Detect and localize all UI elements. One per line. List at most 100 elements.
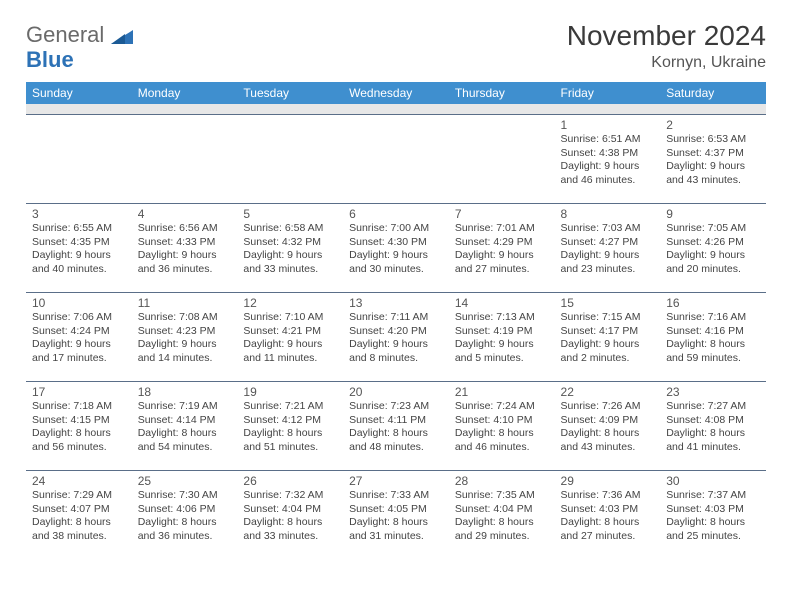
blank-row	[26, 104, 766, 115]
sunset-line: Sunset: 4:04 PM	[455, 503, 549, 517]
day-number: 3	[32, 207, 126, 221]
daylight-line: Daylight: 9 hours	[243, 249, 337, 263]
day-number: 16	[666, 296, 760, 310]
sunrise-line: Sunrise: 6:58 AM	[243, 222, 337, 236]
day-cell: 25Sunrise: 7:30 AMSunset: 4:06 PMDayligh…	[132, 471, 238, 560]
daylight-line: and 38 minutes.	[32, 530, 126, 544]
daylight-line: and 41 minutes.	[666, 441, 760, 455]
sunset-line: Sunset: 4:11 PM	[349, 414, 443, 428]
sunrise-line: Sunrise: 7:26 AM	[561, 400, 655, 414]
daylight-line: Daylight: 8 hours	[138, 516, 232, 530]
daylight-line: Daylight: 9 hours	[455, 249, 549, 263]
day-cell	[237, 115, 343, 204]
sunset-line: Sunset: 4:17 PM	[561, 325, 655, 339]
sunrise-line: Sunrise: 7:13 AM	[455, 311, 549, 325]
day-number: 13	[349, 296, 443, 310]
day-cell: 17Sunrise: 7:18 AMSunset: 4:15 PMDayligh…	[26, 382, 132, 471]
daylight-line: and 46 minutes.	[561, 174, 655, 188]
sunrise-line: Sunrise: 7:18 AM	[32, 400, 126, 414]
day-number: 30	[666, 474, 760, 488]
day-number: 18	[138, 385, 232, 399]
day-number: 5	[243, 207, 337, 221]
daylight-line: Daylight: 9 hours	[349, 249, 443, 263]
sunset-line: Sunset: 4:10 PM	[455, 414, 549, 428]
sunset-line: Sunset: 4:30 PM	[349, 236, 443, 250]
day-cell: 18Sunrise: 7:19 AMSunset: 4:14 PMDayligh…	[132, 382, 238, 471]
day-number: 22	[561, 385, 655, 399]
sunset-line: Sunset: 4:05 PM	[349, 503, 443, 517]
sunrise-line: Sunrise: 7:06 AM	[32, 311, 126, 325]
sunset-line: Sunset: 4:35 PM	[32, 236, 126, 250]
daylight-line: and 51 minutes.	[243, 441, 337, 455]
sunset-line: Sunset: 4:07 PM	[32, 503, 126, 517]
day-cell: 2Sunrise: 6:53 AMSunset: 4:37 PMDaylight…	[660, 115, 766, 204]
header-row: General Blue November 2024 Kornyn, Ukrai…	[26, 20, 766, 72]
sunrise-line: Sunrise: 7:30 AM	[138, 489, 232, 503]
daylight-line: Daylight: 8 hours	[32, 516, 126, 530]
daylight-line: Daylight: 9 hours	[561, 338, 655, 352]
day-cell: 11Sunrise: 7:08 AMSunset: 4:23 PMDayligh…	[132, 293, 238, 382]
sunrise-line: Sunrise: 7:37 AM	[666, 489, 760, 503]
sunset-line: Sunset: 4:15 PM	[32, 414, 126, 428]
sunset-line: Sunset: 4:14 PM	[138, 414, 232, 428]
sunrise-line: Sunrise: 7:23 AM	[349, 400, 443, 414]
daylight-line: Daylight: 8 hours	[455, 516, 549, 530]
daylight-line: and 30 minutes.	[349, 263, 443, 277]
title-block: November 2024 Kornyn, Ukraine	[567, 20, 766, 72]
day-cell: 10Sunrise: 7:06 AMSunset: 4:24 PMDayligh…	[26, 293, 132, 382]
sunset-line: Sunset: 4:24 PM	[32, 325, 126, 339]
day-cell: 28Sunrise: 7:35 AMSunset: 4:04 PMDayligh…	[449, 471, 555, 560]
daylight-line: Daylight: 8 hours	[666, 338, 760, 352]
sunset-line: Sunset: 4:21 PM	[243, 325, 337, 339]
daylight-line: and 23 minutes.	[561, 263, 655, 277]
day-cell: 6Sunrise: 7:00 AMSunset: 4:30 PMDaylight…	[343, 204, 449, 293]
sunset-line: Sunset: 4:04 PM	[243, 503, 337, 517]
day-cell	[132, 115, 238, 204]
daylight-line: and 33 minutes.	[243, 263, 337, 277]
daylight-line: and 36 minutes.	[138, 263, 232, 277]
sunrise-line: Sunrise: 7:00 AM	[349, 222, 443, 236]
daylight-line: and 43 minutes.	[561, 441, 655, 455]
day-number: 14	[455, 296, 549, 310]
day-cell	[26, 115, 132, 204]
day-number: 20	[349, 385, 443, 399]
daylight-line: and 5 minutes.	[455, 352, 549, 366]
daylight-line: and 59 minutes.	[666, 352, 760, 366]
col-sun: Sunday	[26, 82, 132, 104]
sunset-line: Sunset: 4:06 PM	[138, 503, 232, 517]
daylight-line: Daylight: 8 hours	[243, 427, 337, 441]
day-cell: 9Sunrise: 7:05 AMSunset: 4:26 PMDaylight…	[660, 204, 766, 293]
daylight-line: and 40 minutes.	[32, 263, 126, 277]
day-number: 21	[455, 385, 549, 399]
sunrise-line: Sunrise: 7:03 AM	[561, 222, 655, 236]
col-fri: Friday	[555, 82, 661, 104]
daylight-line: Daylight: 8 hours	[138, 427, 232, 441]
day-number: 23	[666, 385, 760, 399]
sunrise-line: Sunrise: 7:01 AM	[455, 222, 549, 236]
daylight-line: Daylight: 9 hours	[666, 249, 760, 263]
sunrise-line: Sunrise: 7:29 AM	[32, 489, 126, 503]
day-cell: 5Sunrise: 6:58 AMSunset: 4:32 PMDaylight…	[237, 204, 343, 293]
day-cell: 15Sunrise: 7:15 AMSunset: 4:17 PMDayligh…	[555, 293, 661, 382]
day-cell: 29Sunrise: 7:36 AMSunset: 4:03 PMDayligh…	[555, 471, 661, 560]
day-number: 24	[32, 474, 126, 488]
day-number: 27	[349, 474, 443, 488]
day-cell: 13Sunrise: 7:11 AMSunset: 4:20 PMDayligh…	[343, 293, 449, 382]
sunrise-line: Sunrise: 7:35 AM	[455, 489, 549, 503]
day-cell	[343, 115, 449, 204]
sunset-line: Sunset: 4:03 PM	[561, 503, 655, 517]
daylight-line: and 27 minutes.	[455, 263, 549, 277]
sunset-line: Sunset: 4:32 PM	[243, 236, 337, 250]
daylight-line: Daylight: 9 hours	[455, 338, 549, 352]
sunset-line: Sunset: 4:12 PM	[243, 414, 337, 428]
sunrise-line: Sunrise: 7:16 AM	[666, 311, 760, 325]
day-cell: 16Sunrise: 7:16 AMSunset: 4:16 PMDayligh…	[660, 293, 766, 382]
week-row: 24Sunrise: 7:29 AMSunset: 4:07 PMDayligh…	[26, 471, 766, 560]
day-number: 12	[243, 296, 337, 310]
daylight-line: Daylight: 9 hours	[138, 249, 232, 263]
daylight-line: and 20 minutes.	[666, 263, 760, 277]
col-sat: Saturday	[660, 82, 766, 104]
daylight-line: Daylight: 9 hours	[32, 338, 126, 352]
daylight-line: Daylight: 9 hours	[349, 338, 443, 352]
day-cell: 19Sunrise: 7:21 AMSunset: 4:12 PMDayligh…	[237, 382, 343, 471]
